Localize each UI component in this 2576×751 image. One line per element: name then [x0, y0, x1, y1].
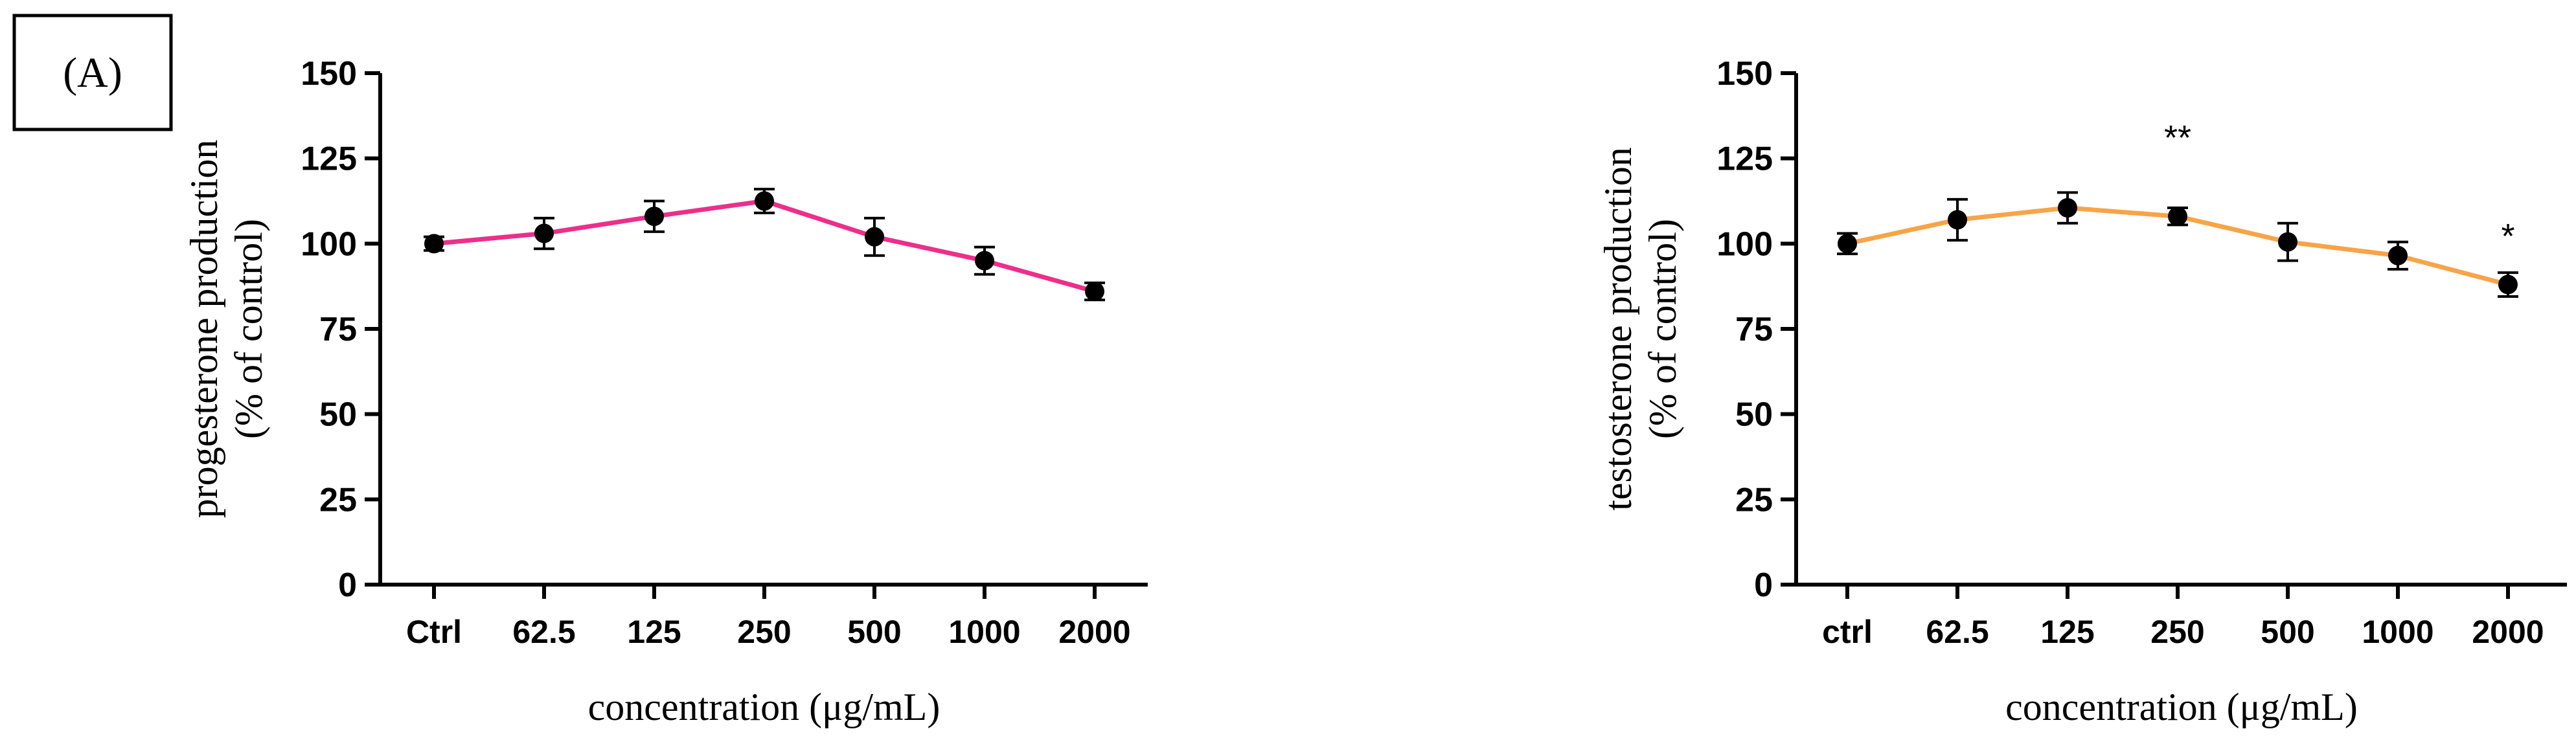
data-point — [1838, 234, 1857, 254]
y-tick-label: 150 — [1716, 55, 1773, 93]
x-tick-label: 250 — [2150, 614, 2204, 650]
y-tick-label: 100 — [301, 225, 357, 263]
y-axis-title-line1: progesterone production — [183, 140, 225, 519]
data-point — [2278, 232, 2297, 252]
progesterone-chart: 0 25 50 75 100 125 150 Ctrl 62.5 125 250 500 1000 200… — [183, 55, 1148, 728]
x-tick-label: 1000 — [2362, 614, 2434, 650]
x-tick-label: Ctrl — [406, 614, 462, 650]
y-tick-label: 0 — [338, 566, 357, 604]
x-tick-label: 62.5 — [512, 614, 575, 650]
series-line — [433, 199, 1095, 294]
y-axis-title-line2: (% of control) — [1641, 219, 1684, 439]
significance-marker: * — [2501, 217, 2514, 256]
y-axis-title-line2: (% of control) — [227, 219, 270, 439]
y-tick-label: 0 — [1754, 566, 1773, 604]
testosterone-chart: 0 25 50 75 100 125 150 ctrl 62.5 125 250 500 1000 200… — [1597, 55, 2567, 728]
y-tick-label: 100 — [1716, 225, 1773, 263]
significance-marker: ** — [2164, 118, 2191, 157]
data-point — [1948, 210, 1967, 230]
y-axis-title-line1: testosterone production — [1597, 147, 1639, 511]
panel-label: (A) — [63, 49, 122, 96]
y-tick-label: 150 — [301, 55, 357, 93]
x-tick-label: 62.5 — [1926, 614, 1989, 650]
data-point — [644, 207, 664, 227]
x-tick-label: 125 — [627, 614, 681, 650]
y-tick-label: 25 — [1735, 481, 1773, 519]
data-point — [2498, 275, 2518, 295]
y-tick-label: 125 — [301, 140, 357, 178]
x-tick-label: 125 — [2040, 614, 2094, 650]
x-tick-label: 2000 — [1058, 614, 1130, 650]
data-point — [534, 223, 554, 243]
panel-label-box: (A) — [12, 14, 173, 131]
x-tick-label: ctrl — [1822, 614, 1873, 650]
data-point — [1085, 282, 1104, 302]
x-tick-label: 1000 — [948, 614, 1020, 650]
x-tick-label: 500 — [847, 614, 901, 650]
y-tick-label: 50 — [1735, 396, 1773, 434]
data-point — [2388, 245, 2408, 265]
y-tick-label: 75 — [1735, 311, 1773, 348]
data-point — [2168, 207, 2187, 227]
data-point — [755, 191, 774, 211]
data-point — [424, 234, 444, 254]
data-point — [975, 251, 994, 271]
x-tick-label: 2000 — [2472, 614, 2544, 650]
x-axis-title: concentration (μg/mL) — [588, 686, 940, 728]
y-tick-label: 125 — [1716, 140, 1773, 178]
y-tick-label: 25 — [319, 481, 357, 519]
data-point — [865, 227, 884, 247]
x-axis-title: concentration (μg/mL) — [2005, 686, 2358, 728]
x-tick-label: 250 — [737, 614, 791, 650]
data-point — [2058, 198, 2077, 218]
y-tick-label: 75 — [319, 311, 357, 348]
y-tick-label: 50 — [319, 396, 357, 434]
x-tick-label: 500 — [2261, 614, 2314, 650]
